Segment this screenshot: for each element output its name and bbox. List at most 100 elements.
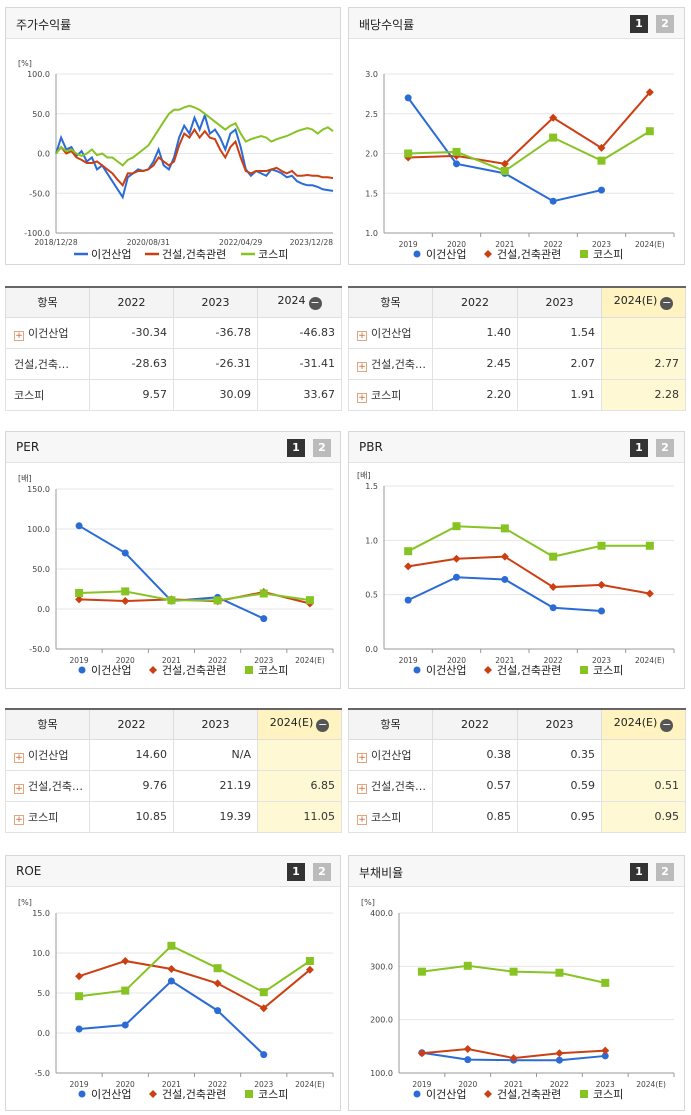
x-tick-label: 2021 [495,656,514,665]
x-tick-label: 2020 [116,1080,135,1089]
table-cell: 0.51 [601,769,686,802]
view-2-button[interactable]: 2 [656,863,674,881]
y-tick-label: 2.5 [365,110,378,119]
data-point-a [75,1025,83,1033]
x-tick-label: 2018/12/28 [34,238,77,247]
legend-label-a: 이건산업 [426,1088,466,1101]
expand-icon[interactable]: + [14,814,24,825]
data-point-a [167,977,175,985]
data-point-b [549,583,558,592]
collapse-icon[interactable]: − [660,296,674,311]
table-row: + 이건산업 0.38 0.35 [348,738,686,771]
table-cell: 6.85 [257,769,342,802]
data-point-b [417,1049,426,1058]
unit-label: [배] [18,474,32,483]
view-1-button[interactable]: 1 [287,439,305,457]
table-cell: 21.19 [173,769,258,802]
view-1-button[interactable]: 1 [630,15,648,33]
legend-marker-b [149,1090,157,1098]
data-point-c [500,524,509,533]
table-cell: 1.91 [517,378,602,411]
table-cell: 9.76 [89,769,174,802]
series-line-a [78,524,265,620]
legend-marker-a [78,1090,86,1098]
table-cell: 14.60 [89,738,174,771]
expand-icon[interactable]: + [357,330,367,341]
expand-icon[interactable]: + [357,752,367,763]
expand-icon[interactable]: + [14,752,24,763]
table-cell: 11.05 [257,800,342,833]
table-cell: 0.57 [432,769,518,802]
table-cell: -36.78 [173,316,258,349]
collapse-icon[interactable]: − [316,718,330,733]
data-point-b [597,580,606,589]
data-point-c [404,149,413,158]
series-line-c [408,130,651,173]
row-label: + 코스피 [348,800,433,833]
view-1-button[interactable]: 1 [287,863,305,881]
table-row: + 건설,건축… 0.57 0.59 0.51 [348,769,686,802]
x-tick-label: 2022 [208,1080,227,1089]
collapse-icon[interactable]: − [660,718,674,733]
view-1-button[interactable]: 1 [630,439,648,457]
data-point-c [597,156,606,165]
y-tick-label: 10.0 [32,949,50,958]
table-cell: 1.54 [517,316,602,349]
data-point-a [453,160,460,168]
legend-marker-a [78,666,86,674]
collapse-icon[interactable]: − [308,296,322,311]
expand-icon[interactable]: + [357,814,367,825]
data-point-c [645,127,654,136]
y-tick-label: 50.0 [32,110,50,119]
data-point-c [601,978,610,987]
data-point-b [509,1054,518,1063]
legend-label-c: 코스피 [593,664,623,677]
table-row: + 코스피 10.85 19.39 11.05 [5,800,342,833]
table-row: + 건설,건축… 9.76 21.19 6.85 [5,769,342,802]
series-line-c [79,590,311,602]
data-point-c [259,988,268,997]
view-2-button[interactable]: 2 [656,15,674,33]
data-point-b [645,589,654,598]
expand-icon[interactable]: + [357,783,367,794]
y-tick-label: 400.0 [370,909,393,918]
legend-label-a: 이건산업 [91,248,131,261]
view-1-button[interactable]: 1 [630,863,648,881]
row-label: + 코스피 [5,800,90,833]
row-label: + 건설,건축… [5,769,90,802]
table-cell: -46.83 [257,316,342,349]
table-cell: 2.77 [601,347,686,380]
view-2-button[interactable]: 2 [313,863,331,881]
expand-icon[interactable]: + [14,783,24,794]
legend-marker-c [245,666,253,674]
legend-marker-c [580,1090,588,1098]
y-tick-label: 15.0 [32,909,50,918]
column-header: 항목 [5,709,90,740]
expand-icon[interactable]: + [357,361,367,372]
legend-marker-b [484,250,492,258]
expand-icon[interactable]: + [14,330,24,341]
table-row: + 이건산업 1.40 1.54 [348,316,686,349]
view-2-button[interactable]: 2 [313,439,331,457]
view-2-button[interactable]: 2 [656,439,674,457]
unit-label: [%] [18,59,32,68]
legend-label-c: 코스피 [258,664,288,677]
data-point-b [404,562,413,571]
row-label: 코스피 [5,378,90,411]
unit-label: [%] [18,898,32,907]
data-point-c [549,552,558,561]
data-point-a [260,1051,268,1059]
table-cell: -28.63 [89,347,174,380]
row-label: + 이건산업 [348,738,433,771]
data-point-a [121,549,129,557]
table-cell: 30.09 [173,378,258,411]
x-tick-label: 2021 [162,656,181,665]
data-point-b [167,965,176,973]
row-label: + 이건산업 [5,316,90,349]
data-point-a [549,197,557,205]
data-point-a [549,604,557,612]
data-point-b [597,143,606,152]
x-tick-label: 2019 [70,656,89,665]
expand-icon[interactable]: + [357,392,367,403]
